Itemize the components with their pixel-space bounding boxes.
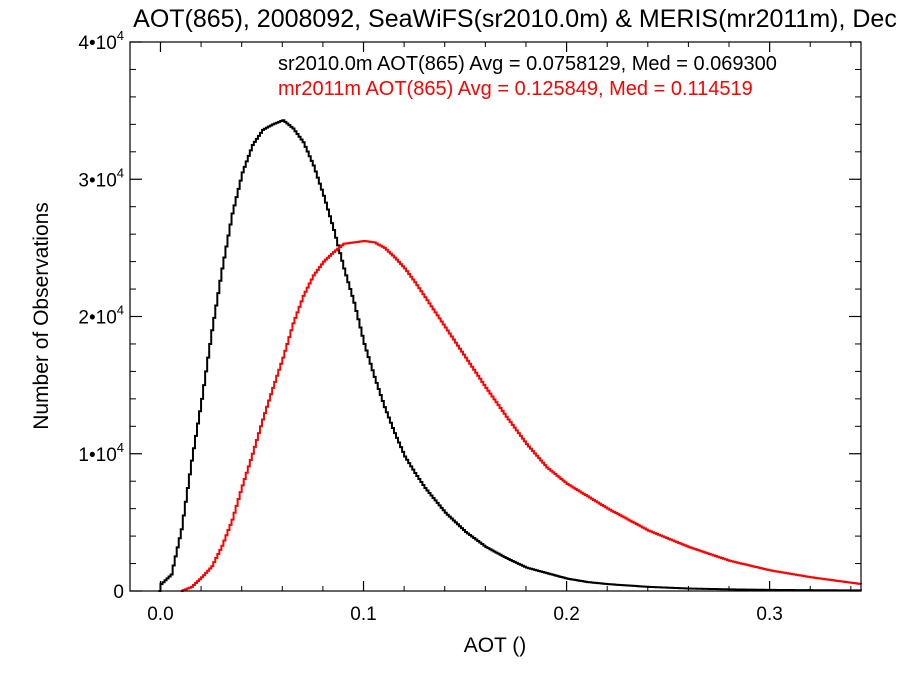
- y-tick-label: 3•104: [78, 165, 124, 191]
- x-tick-label: 0.2: [553, 604, 579, 625]
- x-axis-label: AOT (): [464, 634, 527, 657]
- y-axis-label: Number of Observations: [30, 202, 53, 430]
- y-tick-label: 4•104: [78, 28, 124, 54]
- x-tick-label: 0.3: [756, 604, 782, 625]
- chart-title: AOT(865), 2008092, SeaWiFS(sr2010.0m) & …: [133, 5, 897, 33]
- y-tick-label: 1•104: [78, 440, 124, 466]
- plot-frame: [129, 41, 862, 592]
- axis-ticks: 0.0 0.1 0.2 0.3 0 1•104 2•104 3•104 4•104: [78, 28, 861, 625]
- series-line-sr2010.0m: [158, 119, 862, 592]
- series-line-mr2011m: [180, 240, 862, 592]
- x-tick-label: 0.0: [147, 604, 173, 625]
- x-tick-label: 0.1: [350, 604, 376, 625]
- legend-entry-mr2011m: mr2011m AOT(865) Avg = 0.125849, Med = 0…: [278, 78, 753, 100]
- legend-entry-sr2010.0m: sr2010.0m AOT(865) Avg = 0.0758129, Med …: [278, 53, 777, 75]
- y-tick-label: 2•104: [78, 303, 124, 329]
- series-layer: [158, 119, 862, 592]
- y-tick-label: 0: [113, 582, 124, 603]
- legend: sr2010.0m AOT(865) Avg = 0.0758129, Med …: [278, 53, 777, 100]
